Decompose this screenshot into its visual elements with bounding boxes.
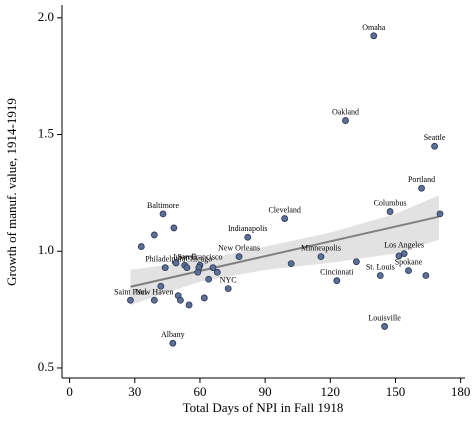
point-label: NYC xyxy=(220,276,237,285)
point-label: Oakland xyxy=(332,108,359,117)
point xyxy=(418,184,425,192)
point xyxy=(127,296,134,304)
point-label: Columbus xyxy=(374,199,407,208)
x-tick-label: 90 xyxy=(259,384,272,399)
point xyxy=(194,268,202,276)
x-tick-label: 30 xyxy=(128,384,141,399)
point-label: Portland xyxy=(408,175,435,184)
point-label: San Francisco xyxy=(177,252,222,261)
point-label: Lowell xyxy=(173,252,196,261)
point xyxy=(213,268,221,276)
point-label: Omaha xyxy=(362,23,386,32)
point-label: Cincinnati xyxy=(320,268,354,277)
point-label: Minneapolis xyxy=(301,244,341,253)
point xyxy=(370,32,378,40)
point xyxy=(352,258,360,266)
point xyxy=(381,323,389,330)
y-tick-label: 0.5 xyxy=(38,359,54,374)
point xyxy=(431,142,438,150)
x-tick-label: 0 xyxy=(66,384,73,399)
point xyxy=(224,285,232,293)
y-tick-label: 1.0 xyxy=(38,242,54,257)
point xyxy=(376,272,384,279)
point-label: Cleveland xyxy=(268,206,300,215)
y-tick-label: 2.0 xyxy=(38,9,54,24)
point-label: Baltimore xyxy=(147,201,179,210)
point xyxy=(235,253,243,261)
y-tick-label: 1.5 xyxy=(38,126,54,141)
point xyxy=(150,231,158,239)
point-label: Albany xyxy=(161,330,185,339)
point xyxy=(150,296,158,304)
point xyxy=(185,301,193,309)
point xyxy=(172,259,180,267)
point-label: New Orleans xyxy=(218,244,260,253)
y-axis-label: Growth of manuf. value, 1914-1919 xyxy=(4,98,19,286)
point-label: New Haven xyxy=(135,287,173,296)
fit-line xyxy=(130,215,440,288)
point xyxy=(161,264,169,271)
point xyxy=(157,282,165,290)
point xyxy=(386,208,394,215)
point xyxy=(169,339,177,347)
point-label: Saint Paul xyxy=(114,287,147,296)
point xyxy=(137,243,145,250)
x-tick-label: 150 xyxy=(386,384,406,399)
point-label: Seattle xyxy=(424,133,446,142)
x-tick-label: 60 xyxy=(193,384,206,399)
point-label: St. Louis xyxy=(366,263,395,272)
point xyxy=(333,277,341,285)
point xyxy=(436,210,444,218)
x-axis-label: Total Days of NPI in Fall 1918 xyxy=(183,400,344,415)
point xyxy=(400,250,408,257)
point xyxy=(342,117,349,124)
point-label: Chicago xyxy=(186,255,213,264)
point-label: Los Angeles xyxy=(384,241,424,250)
point-label: Indianapolis xyxy=(228,224,268,233)
x-tick-label: 120 xyxy=(321,384,341,399)
point xyxy=(170,224,178,232)
point xyxy=(205,275,213,283)
point xyxy=(281,215,289,222)
point xyxy=(177,296,184,304)
point xyxy=(317,253,325,261)
point xyxy=(244,233,252,241)
point-label: Louisville xyxy=(368,313,401,322)
x-tick-label: 180 xyxy=(451,384,471,399)
point-label: Spokane xyxy=(395,258,423,267)
point xyxy=(183,264,191,271)
point xyxy=(287,260,295,268)
point xyxy=(422,272,430,279)
point-label: Philadelphia xyxy=(145,255,185,264)
point xyxy=(209,264,217,271)
point xyxy=(159,210,167,218)
point xyxy=(405,267,412,275)
point xyxy=(200,294,208,302)
